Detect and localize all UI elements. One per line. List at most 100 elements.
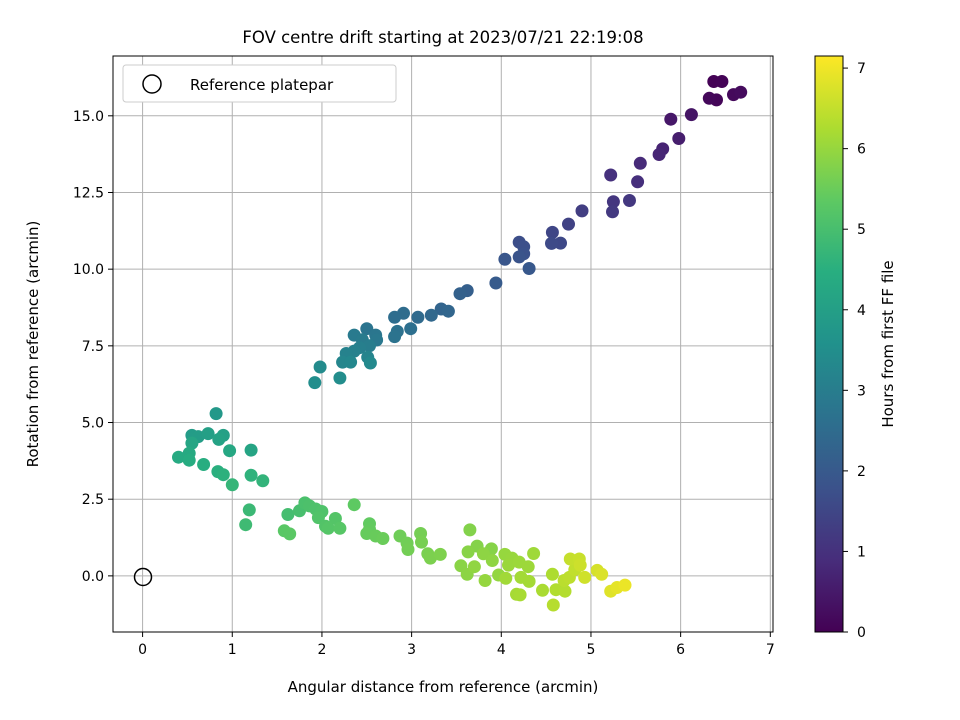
data-point: [512, 250, 526, 264]
data-point: [521, 560, 535, 574]
data-point: [225, 478, 239, 492]
data-point: [197, 458, 211, 471]
data-point: [333, 371, 347, 385]
x-tick-label: 6: [676, 642, 685, 658]
data-point: [244, 443, 258, 457]
data-point: [558, 584, 572, 598]
data-point: [546, 598, 560, 612]
y-tick-label: 0.0: [82, 569, 104, 585]
data-point: [388, 310, 402, 324]
data-point: [702, 91, 716, 105]
y-tick-label: 5.0: [82, 416, 104, 432]
legend: Reference platepar: [122, 64, 397, 103]
data-point: [463, 523, 477, 537]
data-point: [308, 376, 322, 390]
data-point: [404, 322, 418, 336]
colorbar-tick-label: 1: [857, 544, 866, 560]
data-point: [453, 287, 467, 301]
data-point: [502, 558, 515, 572]
data-point: [467, 560, 481, 574]
data-point: [545, 225, 559, 239]
data-point: [311, 511, 325, 525]
data-point: [216, 468, 230, 482]
colorbar-tick-label: 6: [857, 142, 866, 158]
x-tick-label: 3: [407, 642, 416, 658]
colorbar: 0 1 2 3 4 5 6 7 Hours from first FF file: [814, 55, 897, 641]
data-point: [513, 588, 527, 602]
data-point: [415, 535, 428, 549]
data-point: [376, 532, 390, 545]
data-point: [489, 276, 503, 290]
data-point: [212, 432, 226, 446]
y-axis-ticks: 0.0 2.5 5.0 7.5 10.0 12.5 15.0: [73, 109, 113, 585]
data-point: [363, 339, 376, 353]
data-point: [604, 168, 618, 182]
data-point: [239, 518, 253, 532]
data-point: [182, 453, 196, 467]
data-point: [522, 574, 536, 588]
data-point: [522, 262, 536, 275]
data-point: [652, 148, 666, 161]
data-point: [411, 310, 425, 324]
y-tick-label: 7.5: [82, 339, 104, 355]
data-point: [209, 407, 223, 421]
x-axis-ticks: 0 1 2 3 4 5 6 7: [138, 632, 775, 658]
x-tick-label: 5: [587, 642, 596, 658]
data-point: [388, 330, 402, 344]
data-point: [684, 108, 698, 122]
data-point: [344, 355, 358, 369]
y-tick-label: 2.5: [82, 492, 104, 508]
y-axis-label: Rotation from reference (arcmin): [24, 221, 42, 468]
colorbar-tick-label: 7: [857, 61, 866, 77]
scatter-points: [172, 75, 748, 612]
data-point: [281, 508, 295, 521]
data-point: [441, 304, 455, 318]
data-point: [423, 551, 437, 565]
colorbar-tick-label: 5: [857, 222, 866, 238]
data-point: [476, 547, 490, 561]
legend-marker-icon: [142, 74, 162, 94]
data-point: [485, 554, 499, 567]
data-point: [595, 567, 609, 581]
chart-title: FOV centre drift starting at 2023/07/21 …: [242, 28, 643, 47]
data-point: [461, 545, 475, 559]
data-point: [401, 543, 415, 556]
reference-platepar-marker: [133, 567, 153, 587]
data-point: [672, 132, 686, 145]
y-tick-label: 15.0: [73, 109, 104, 125]
legend-box: [122, 64, 397, 103]
colorbar-tick-label: 4: [857, 303, 866, 319]
data-point: [242, 503, 256, 517]
data-point: [545, 236, 558, 250]
data-point: [499, 571, 513, 585]
data-point: [244, 468, 258, 482]
data-point: [283, 527, 297, 541]
x-tick-label: 7: [766, 642, 775, 658]
data-point: [563, 552, 577, 566]
data-point: [734, 85, 748, 99]
x-tick-label: 2: [317, 642, 326, 658]
x-axis-label: Angular distance from reference (arcmin): [288, 678, 599, 696]
data-point: [313, 360, 327, 374]
x-tick-label: 4: [497, 642, 506, 658]
data-point: [256, 474, 270, 488]
data-point: [185, 436, 199, 450]
data-point: [333, 521, 347, 535]
colorbar-label: Hours from first FF file: [879, 260, 897, 427]
colorbar-tick-label: 0: [857, 625, 866, 641]
data-point: [623, 194, 636, 207]
data-point: [606, 205, 619, 219]
data-point: [573, 558, 587, 572]
data-point: [478, 574, 492, 587]
data-point: [578, 570, 592, 584]
data-point: [172, 450, 185, 464]
data-point: [633, 156, 647, 170]
y-tick-label: 10.0: [73, 262, 104, 278]
data-point: [715, 75, 729, 88]
plot-frame: [112, 55, 774, 633]
x-tick-label: 1: [228, 642, 237, 658]
data-point: [424, 308, 438, 322]
colorbar-tick-label: 2: [857, 464, 866, 480]
data-point: [618, 578, 632, 592]
data-point: [201, 427, 215, 441]
